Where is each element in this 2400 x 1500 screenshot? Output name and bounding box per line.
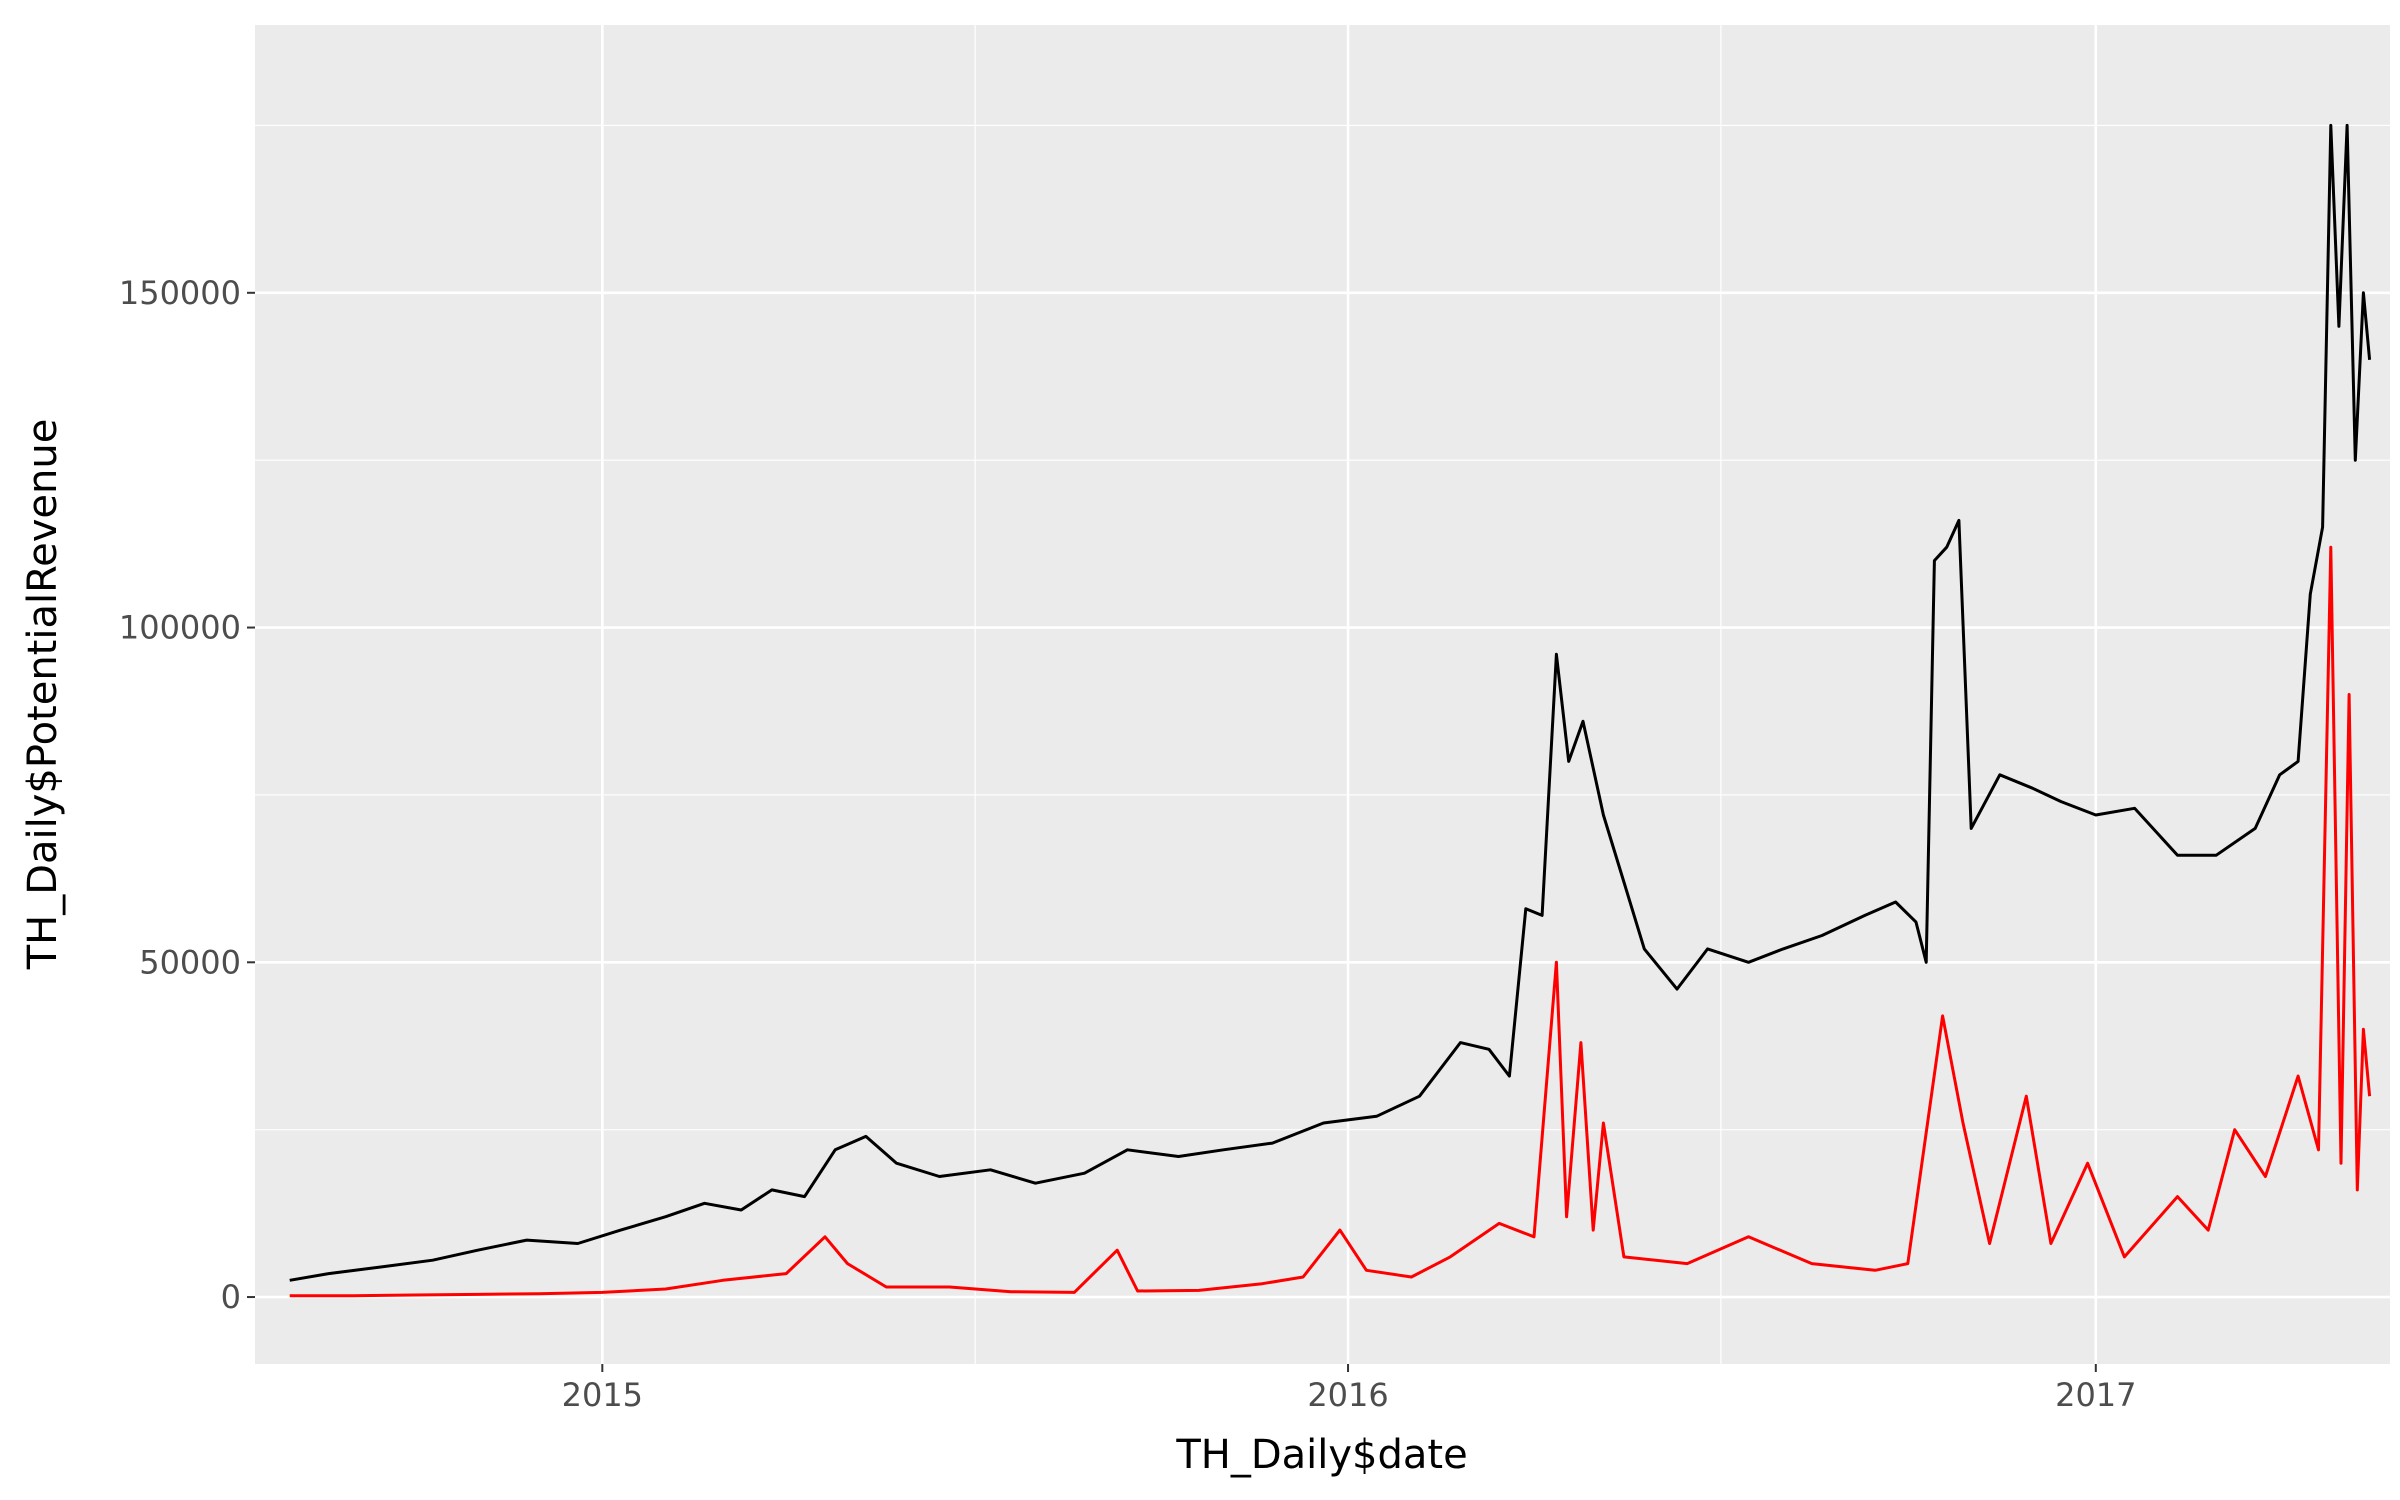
y-tick-label: 150000: [119, 274, 241, 312]
x-axis: 2015 2016 2017: [562, 1364, 2137, 1414]
y-axis-title: TH_Daily$PotentialRevenue: [20, 419, 66, 971]
x-tick-label: 2017: [2055, 1376, 2136, 1414]
plot-panel: [255, 25, 2390, 1364]
y-tick-label: 0: [221, 1278, 241, 1316]
y-tick-label: 50000: [139, 943, 241, 981]
series-layer: [289, 123, 2372, 1298]
y-tick-label: 100000: [119, 609, 241, 647]
series-line-2: [289, 545, 2372, 1298]
x-tick-label: 2015: [562, 1376, 643, 1414]
y-axis: 0 50000 100000 150000: [119, 274, 255, 1316]
minor-gridlines: [255, 25, 2390, 1364]
series-line-1: [289, 123, 2372, 1282]
x-tick-label: 2016: [1307, 1376, 1388, 1414]
x-axis-title: TH_Daily$date: [1175, 1432, 1467, 1478]
major-gridlines: [255, 25, 2390, 1364]
